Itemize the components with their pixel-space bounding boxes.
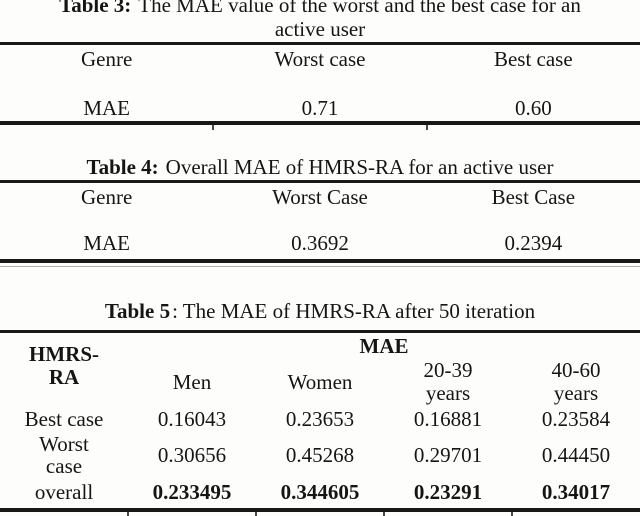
table3-header-worst-case: Worst case bbox=[274, 47, 366, 71]
table5-row-best-case-label: Best case bbox=[24, 407, 104, 431]
table5-worst-men: 0.30656 bbox=[157, 443, 227, 467]
table5-group-header-mae: MAE bbox=[359, 334, 409, 358]
table5-top-rule bbox=[0, 330, 640, 333]
table3-header-genre: Genre bbox=[81, 47, 133, 71]
column-separator-tick bbox=[127, 512, 129, 516]
table3-row-label: MAE bbox=[83, 96, 130, 120]
table4-header-worst-case: Worst Case bbox=[272, 185, 368, 209]
table5-overall-40-60: 0.34017 bbox=[541, 480, 611, 504]
table5-header-20-39-years: 20-39 years bbox=[423, 357, 473, 405]
table3-caption-text: The MAE value of the worst and the best … bbox=[138, 0, 581, 17]
table5-worst-40-60: 0.44450 bbox=[541, 443, 611, 467]
table3-caption: Table 3: The MAE value of the worst and t… bbox=[0, 0, 640, 41]
table4-row-label: MAE bbox=[83, 231, 130, 255]
table3-worst-value: 0.71 bbox=[301, 96, 339, 120]
table4-header-best-case: Best Case bbox=[491, 185, 576, 209]
column-separator-tick bbox=[383, 512, 385, 516]
table5-body: Best case 0.16043 0.23653 0.16881 0.2358… bbox=[0, 406, 640, 506]
table3-best-value: 0.60 bbox=[514, 96, 552, 120]
table5-corner-header-text: HMRS-RA bbox=[29, 342, 99, 389]
table4-worst-value: 0.3692 bbox=[291, 231, 349, 255]
table5-subheader-row: Men Women 20-39 years 40-60 years bbox=[128, 356, 640, 408]
table4-row-mae: MAE 0.3692 0.2394 bbox=[0, 231, 640, 256]
table5-header-40-60-years: 40-60 years bbox=[551, 357, 601, 405]
table4-best-value: 0.2394 bbox=[504, 231, 563, 255]
table5-row-worst-case-label: Worst case bbox=[39, 431, 89, 478]
table4-header-row: Genre Worst Case Best Case bbox=[0, 185, 640, 210]
table3-row-mae: MAE 0.71 0.60 bbox=[0, 96, 640, 121]
column-separator-tick bbox=[511, 512, 513, 516]
table3-top-rule bbox=[0, 42, 640, 45]
table5-bottom-rule bbox=[0, 508, 640, 512]
column-separator-tick bbox=[212, 125, 214, 130]
table4-bottom-rule-shadow bbox=[0, 266, 640, 267]
table5-worst-20-39: 0.29701 bbox=[413, 443, 483, 467]
table4-bottom-rule bbox=[0, 259, 640, 263]
table5-overall-women: 0.344605 bbox=[280, 480, 360, 504]
table5-caption-text: : The MAE of HMRS-RA after 50 iteration bbox=[172, 299, 536, 323]
table5-corner-header: HMRS-RA bbox=[0, 343, 128, 390]
table3-caption-label: Table 3: bbox=[59, 0, 132, 17]
table5-best-men: 0.16043 bbox=[157, 407, 227, 431]
table4-caption: Table 4: Overall MAE of HMRS-RA for an ac… bbox=[0, 155, 640, 179]
table5-best-women: 0.23653 bbox=[285, 407, 355, 431]
column-separator-tick bbox=[255, 512, 257, 516]
table3-caption-line2: active user bbox=[274, 17, 366, 41]
table3-bottom-rule bbox=[0, 121, 640, 125]
table4-caption-text: Overall MAE of HMRS-RA for an active use… bbox=[165, 155, 554, 179]
table4-header-genre: Genre bbox=[81, 185, 133, 209]
table5-overall-men: 0.233495 bbox=[152, 480, 232, 504]
table5-header-men: Men bbox=[172, 369, 212, 394]
table4-top-rule bbox=[0, 180, 640, 183]
table5-best-40-60: 0.23584 bbox=[541, 407, 611, 431]
table5-worst-women: 0.45268 bbox=[285, 443, 355, 467]
table3-caption-line1: Table 3: The MAE value of the worst and t… bbox=[0, 0, 640, 17]
table5-caption: Table 5: The MAE of HMRS-RA after 50 ite… bbox=[0, 299, 640, 323]
table3-header-row: Genre Worst case Best case bbox=[0, 47, 640, 72]
table5-row-overall-label: overall bbox=[34, 480, 94, 504]
table5-caption-label: Table 5 bbox=[104, 299, 171, 323]
table4-caption-label: Table 4: bbox=[86, 155, 159, 179]
column-separator-tick bbox=[426, 125, 428, 130]
table5-overall-20-39: 0.23291 bbox=[413, 480, 483, 504]
table5-header-women: Women bbox=[287, 369, 353, 394]
table5-best-20-39: 0.16881 bbox=[413, 407, 483, 431]
table3-header-best-case: Best case bbox=[493, 47, 573, 71]
